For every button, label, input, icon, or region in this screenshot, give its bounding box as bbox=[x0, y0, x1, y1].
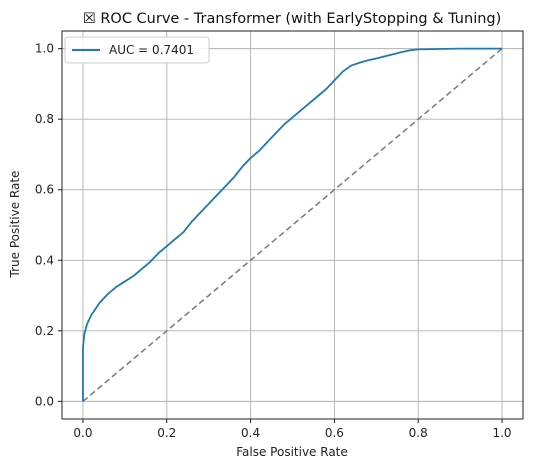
x-tick-label: 0.0 bbox=[73, 426, 92, 440]
x-axis-label: False Positive Rate bbox=[236, 445, 348, 459]
y-tick-label: 0.0 bbox=[35, 394, 54, 408]
y-tick-label: 0.8 bbox=[35, 112, 54, 126]
y-tick-label: 0.6 bbox=[35, 183, 54, 197]
chance-diagonal-line bbox=[82, 48, 503, 402]
tick-layer: 0.0 0.2 0.4 0.6 0.8 1.0 0.0 0.2 0.4 0.6 0.8 1.0 bbox=[35, 42, 512, 440]
roc-curve-line bbox=[82, 47, 503, 402]
y-tick-label: 0.2 bbox=[35, 324, 54, 338]
series-layer bbox=[82, 47, 503, 402]
plot-frame bbox=[61, 30, 524, 420]
x-tick-label: 0.2 bbox=[157, 426, 176, 440]
legend-label: AUC = 0.7401 bbox=[109, 43, 194, 57]
y-tick-label: 1.0 bbox=[35, 42, 54, 56]
x-tick-label: 0.4 bbox=[241, 426, 260, 440]
legend: AUC = 0.7401 bbox=[64, 36, 210, 64]
chart-title: ☒ ROC Curve - Transformer (with EarlySto… bbox=[83, 11, 502, 27]
x-tick-label: 0.6 bbox=[325, 426, 344, 440]
y-tick-label: 0.4 bbox=[35, 253, 54, 267]
y-axis-label: True Positive Rate bbox=[8, 171, 22, 279]
x-tick-label: 1.0 bbox=[492, 426, 511, 440]
legend-box bbox=[64, 36, 210, 64]
x-tick-label: 0.8 bbox=[409, 426, 428, 440]
